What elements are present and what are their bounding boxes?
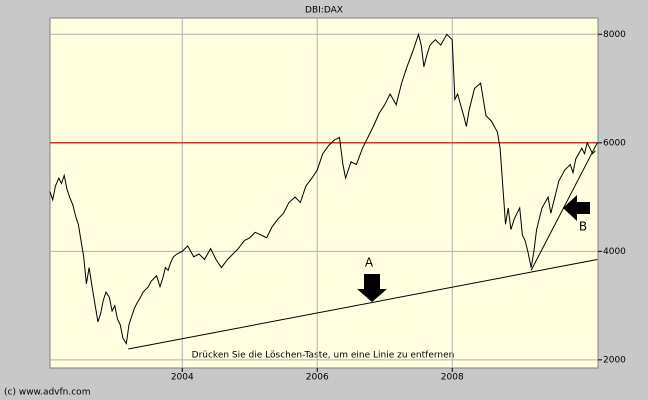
plot-area	[49, 17, 599, 369]
arrow-a	[357, 274, 387, 302]
y-tick-label: 8000	[603, 30, 626, 40]
arrow-b	[563, 195, 590, 221]
x-tick-label: 2004	[171, 373, 194, 383]
y-tick-label: 4000	[603, 247, 626, 257]
chart-title: DBI:DAX	[305, 6, 343, 16]
price-line	[49, 32, 596, 346]
trendline-label: B	[579, 220, 587, 234]
y-tick-label: 6000	[603, 138, 626, 148]
y-tick-label: 2000	[603, 355, 626, 365]
x-tick-label: 2006	[306, 373, 329, 383]
annotation: Drücken Sie die Löschen-Taste, um eine L…	[192, 351, 455, 361]
trendline	[128, 259, 598, 350]
x-tick-label: 2008	[441, 373, 464, 383]
footer: (c) www.advfn.com	[4, 388, 90, 398]
trendline-label: A	[365, 256, 374, 270]
trendline	[530, 142, 598, 271]
